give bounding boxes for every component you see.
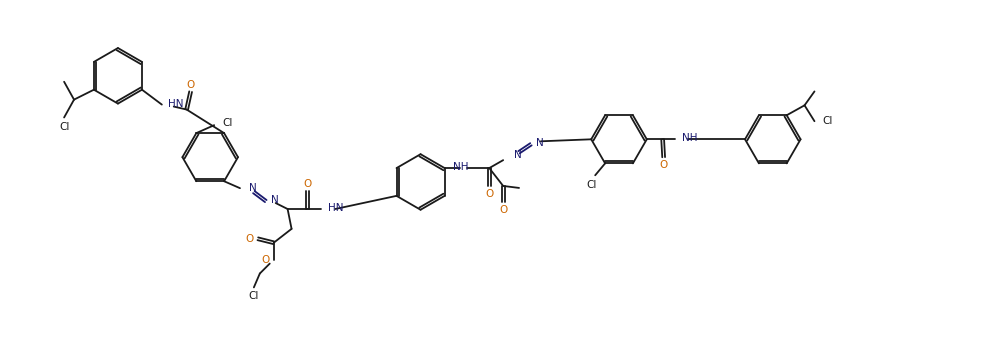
Text: O: O bbox=[303, 179, 312, 189]
Text: N: N bbox=[536, 138, 543, 148]
Text: Cl: Cl bbox=[222, 118, 232, 128]
Text: O: O bbox=[499, 205, 508, 215]
Text: N: N bbox=[249, 183, 257, 193]
Text: Cl: Cl bbox=[823, 116, 832, 126]
Text: O: O bbox=[187, 80, 195, 90]
Text: N: N bbox=[271, 195, 278, 205]
Text: O: O bbox=[659, 160, 668, 170]
Text: Cl: Cl bbox=[59, 122, 69, 132]
Text: Cl: Cl bbox=[249, 291, 259, 301]
Text: N: N bbox=[514, 150, 522, 160]
Text: NH: NH bbox=[453, 162, 468, 172]
Text: NH: NH bbox=[682, 133, 697, 143]
Text: O: O bbox=[485, 189, 493, 199]
Text: HN: HN bbox=[168, 99, 183, 109]
Text: O: O bbox=[246, 234, 254, 244]
Text: HN: HN bbox=[329, 203, 343, 213]
Text: Cl: Cl bbox=[586, 180, 596, 190]
Text: O: O bbox=[262, 255, 270, 265]
